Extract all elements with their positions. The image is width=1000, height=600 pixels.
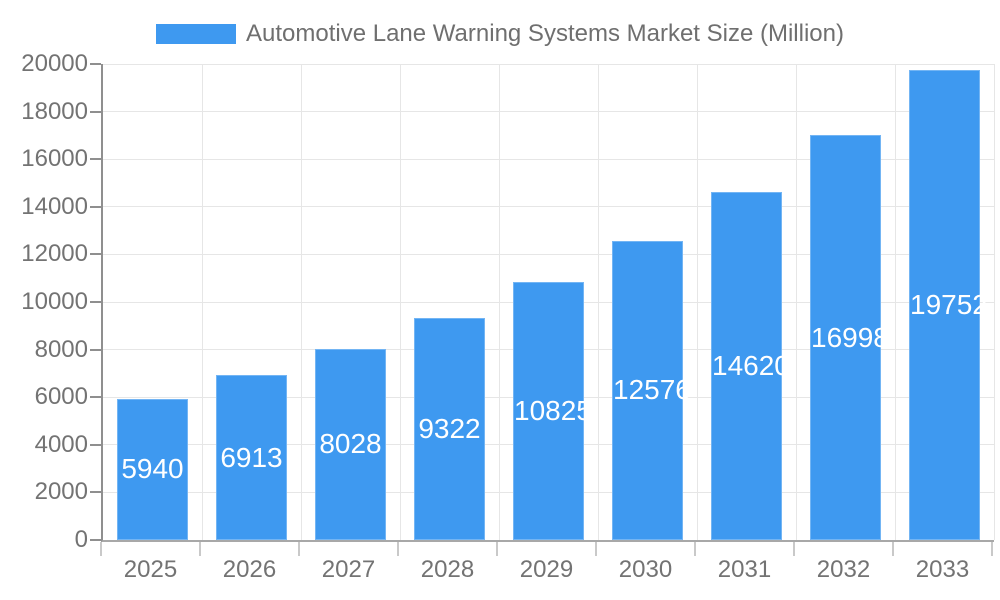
x-axis-ticks [100, 542, 993, 556]
x-tick-mark [496, 542, 498, 556]
x-tick-label: 2027 [321, 556, 376, 583]
x-tick-label: 2032 [816, 556, 871, 583]
legend-label: Automotive Lane Warning Systems Market S… [246, 20, 844, 47]
bar-value-label: 9322 [418, 413, 481, 445]
bar-value-label: 5940 [121, 453, 184, 485]
gridline [201, 64, 203, 540]
bar-value-label: 14620 [712, 350, 790, 382]
y-axis-ticks [0, 63, 101, 541]
x-tick-mark [991, 542, 993, 556]
gridline [103, 206, 994, 208]
bar-value-label: 12576 [613, 374, 691, 406]
y-tick-mark [90, 348, 101, 351]
y-tick-mark [90, 396, 101, 399]
bar-value-label: 16998 [811, 321, 889, 353]
x-tick-mark [298, 542, 300, 556]
x-tick-label: 2030 [618, 556, 673, 583]
bar[interactable]: 19752 [909, 69, 988, 540]
bar[interactable]: 14620 [711, 192, 790, 540]
x-tick-label: 2031 [717, 556, 772, 583]
y-tick-label: 0 [74, 526, 88, 553]
gridline [894, 64, 896, 540]
y-tick-mark [90, 205, 101, 208]
gridline [399, 64, 401, 540]
gridline [300, 64, 302, 540]
x-tick-label: 2029 [519, 556, 574, 583]
y-tick-label: 2000 [34, 478, 88, 506]
bar[interactable]: 16998 [810, 135, 889, 540]
bar[interactable]: 12576 [612, 240, 691, 540]
gridline [498, 64, 500, 540]
gridline [103, 253, 994, 255]
x-tick-mark [793, 542, 795, 556]
gridline [103, 111, 994, 113]
x-tick-mark [694, 542, 696, 556]
bar[interactable]: 9322 [414, 318, 485, 540]
y-tick-label: 18000 [21, 97, 88, 125]
x-tick-label: 2028 [420, 556, 475, 583]
y-tick-label: 16000 [21, 145, 88, 173]
y-tick-label: 20000 [21, 50, 88, 77]
gridline [597, 64, 599, 540]
gridline [795, 64, 797, 540]
legend-item[interactable]: Automotive Lane Warning Systems Market S… [0, 20, 1000, 47]
y-tick-label: 8000 [34, 335, 88, 363]
y-tick-mark [90, 443, 101, 446]
x-tick-label: 2025 [123, 556, 178, 583]
y-tick-mark [90, 253, 101, 256]
x-tick-mark [199, 542, 201, 556]
x-tick-mark [892, 542, 894, 556]
y-axis-labels: 0 2000 4000 6000 8000 10000 12000 14000 16000 180… [0, 52, 88, 552]
x-axis-labels: 2025 2026 2027 2028 2029 2030 2031 2032 2033 [101, 556, 992, 586]
bar[interactable]: 10825 [513, 282, 592, 540]
gridline [696, 64, 698, 540]
bar[interactable]: 5940 [117, 398, 188, 540]
gridline [993, 64, 995, 540]
bar-value-label: 10825 [514, 395, 592, 427]
gridline [103, 158, 994, 160]
bar[interactable]: 8028 [315, 348, 386, 540]
y-tick-mark [90, 491, 101, 494]
bar[interactable]: 6913 [216, 375, 287, 540]
x-tick-label: 2033 [915, 556, 970, 583]
x-tick-mark [595, 542, 597, 556]
x-tick-label: 2026 [222, 556, 277, 583]
y-tick-label: 14000 [21, 192, 88, 220]
y-tick-mark [90, 158, 101, 161]
bar-value-label: 19752 [910, 288, 988, 320]
bar-value-label: 6913 [220, 441, 283, 473]
bar-value-label: 8028 [319, 428, 382, 460]
gridline [103, 63, 994, 65]
y-tick-mark [90, 63, 101, 65]
y-tick-mark [90, 539, 101, 541]
y-tick-mark [90, 110, 101, 113]
x-tick-mark [100, 542, 102, 556]
y-tick-label: 10000 [21, 288, 88, 315]
y-tick-label: 6000 [34, 383, 88, 411]
y-tick-mark [90, 301, 101, 303]
legend-swatch-icon [156, 24, 236, 45]
x-tick-mark [397, 542, 399, 556]
y-tick-label: 12000 [21, 240, 88, 268]
plot-area: 5940 6913 8028 9322 10825 12576 14620 16998 1975… [101, 63, 995, 542]
y-tick-label: 4000 [34, 430, 88, 458]
